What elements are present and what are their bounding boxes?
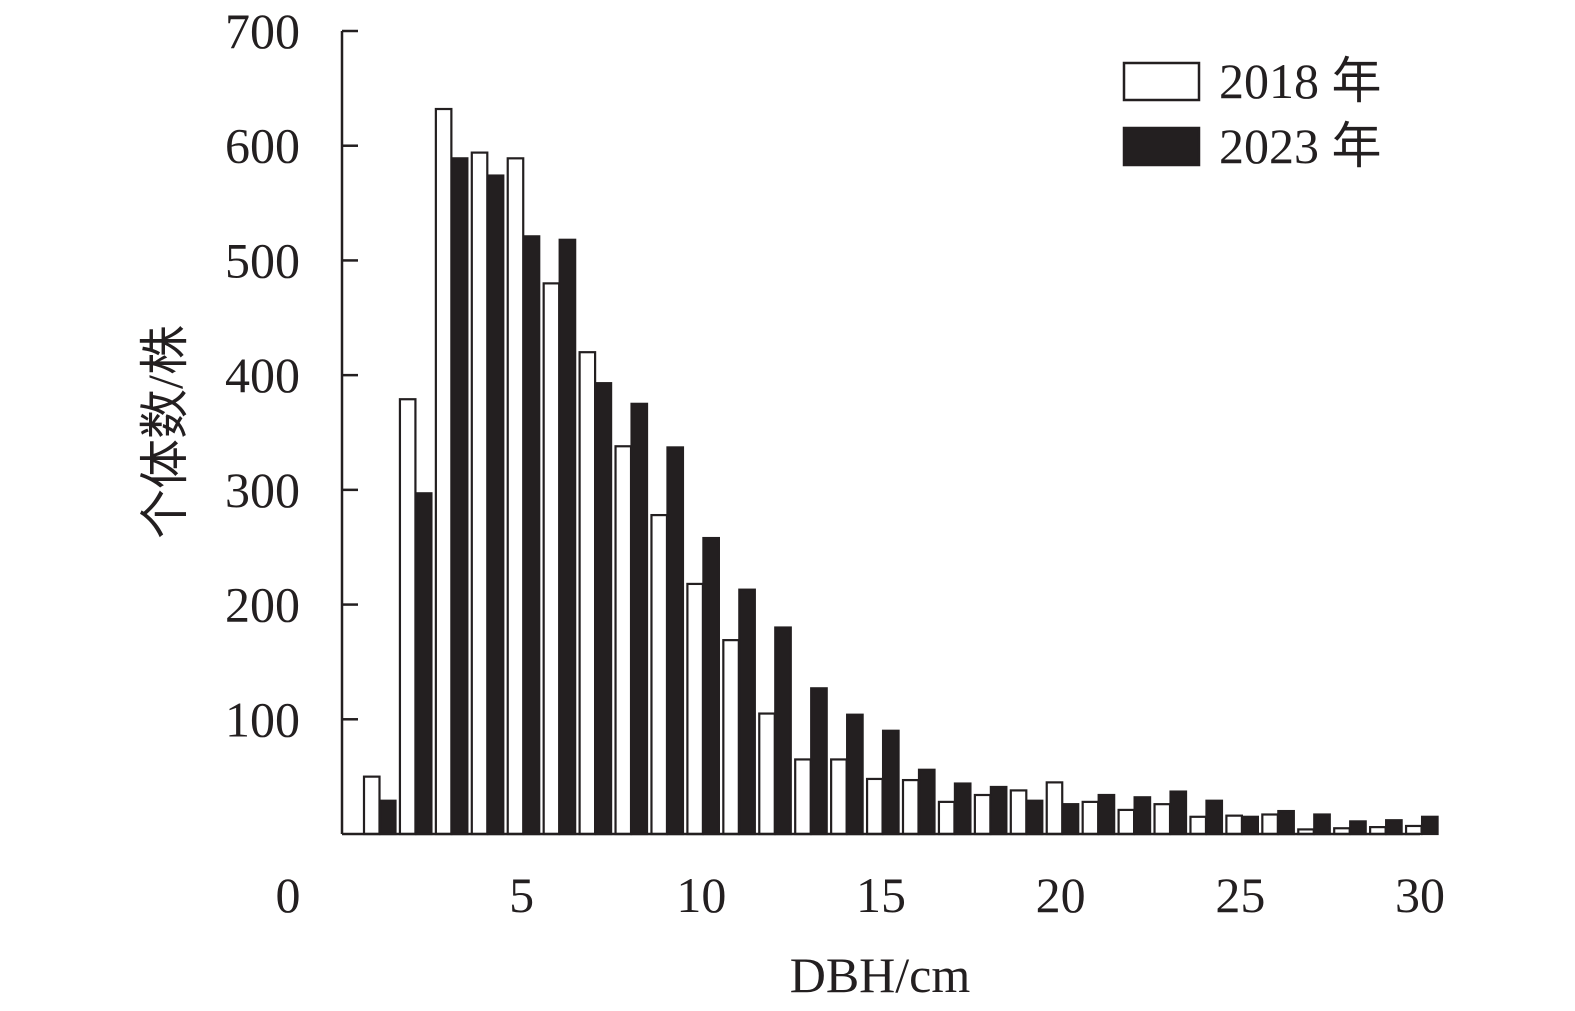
y-tick-label-300: 300 xyxy=(225,462,300,518)
bar-2018-dbh-8 xyxy=(614,445,633,836)
bar-2023-dbh-5 xyxy=(522,235,541,836)
bar-2023-dbh-12 xyxy=(774,626,792,836)
axes-layer xyxy=(340,31,1420,836)
bar-2018-dbh-19 xyxy=(1009,789,1028,836)
x-tick-label-0: 0 xyxy=(276,867,301,923)
bar-2023-dbh-27 xyxy=(1313,813,1331,836)
bar-2018-dbh-21 xyxy=(1081,800,1100,836)
bar-2018-dbh-4 xyxy=(470,151,489,836)
bar-2018-dbh-15 xyxy=(865,777,884,836)
x-tick-label-5: 5 xyxy=(509,867,534,923)
y-tick-label-400: 400 xyxy=(225,347,300,403)
bar-2018-dbh-26 xyxy=(1261,813,1279,836)
bar-2023-dbh-1 xyxy=(378,799,397,836)
y-tick-label-500: 500 xyxy=(225,232,300,288)
bar-2023-dbh-3 xyxy=(450,157,469,836)
bar-2023-dbh-18 xyxy=(989,785,1008,836)
legend-swatch-2023 xyxy=(1122,126,1201,167)
bar-2018-dbh-18 xyxy=(973,793,992,836)
bar-2023-dbh-4 xyxy=(486,174,505,836)
bar-2018-dbh-1 xyxy=(362,775,381,836)
bar-2023-dbh-10 xyxy=(702,536,721,836)
bar-2018-dbh-23 xyxy=(1153,803,1172,836)
bar-2023-dbh-22 xyxy=(1133,796,1152,836)
bar-2018-dbh-9 xyxy=(650,513,669,836)
bar-2023-dbh-6 xyxy=(558,238,577,836)
x-tick-label-30: 30 xyxy=(1395,867,1445,923)
bar-2023-dbh-14 xyxy=(846,713,864,836)
y-tick-label-100: 100 xyxy=(225,691,300,747)
x-axis-label: DBH/cm xyxy=(790,947,971,1003)
bar-2018-dbh-24 xyxy=(1189,815,1208,836)
bar-2018-dbh-11 xyxy=(722,639,740,836)
bar-2023-dbh-24 xyxy=(1205,799,1224,836)
legend-swatch-2018 xyxy=(1122,61,1201,102)
bar-2018-dbh-10 xyxy=(686,582,705,836)
bar-2023-dbh-26 xyxy=(1277,809,1295,836)
bar-2018-dbh-5 xyxy=(506,157,525,836)
bar-2023-dbh-2 xyxy=(414,492,433,836)
bar-2018-dbh-22 xyxy=(1117,808,1136,836)
bars-layer xyxy=(362,107,1439,836)
y-axis-label: 个体数/株 xyxy=(137,325,193,539)
bar-2018-dbh-20 xyxy=(1045,781,1064,836)
bar-2023-dbh-25 xyxy=(1241,815,1260,836)
bar-2023-dbh-29 xyxy=(1385,819,1403,836)
bar-2023-dbh-11 xyxy=(738,588,756,836)
bar-2018-dbh-17 xyxy=(937,800,956,836)
y-tick-label-200: 200 xyxy=(225,577,300,633)
bar-2018-dbh-12 xyxy=(758,712,776,836)
x-tick-label-25: 25 xyxy=(1215,867,1265,923)
x-tick-label-10: 10 xyxy=(676,867,726,923)
bar-2018-dbh-6 xyxy=(542,282,561,836)
bar-2023-dbh-13 xyxy=(810,687,828,836)
bar-2023-dbh-15 xyxy=(881,729,900,836)
bar-2023-dbh-17 xyxy=(953,782,972,836)
bar-2023-dbh-21 xyxy=(1097,793,1116,836)
bar-2018-dbh-3 xyxy=(434,107,453,836)
bar-2023-dbh-19 xyxy=(1025,799,1044,836)
bar-2023-dbh-7 xyxy=(594,382,613,836)
bar-2018-dbh-25 xyxy=(1225,814,1244,836)
bar-2023-dbh-16 xyxy=(917,768,936,836)
ticks-layer: 100 200 300 400 500 600 700 0 5 10 15 20 25 30 xyxy=(225,3,1445,923)
bar-2023-dbh-23 xyxy=(1169,790,1188,836)
bar-2018-dbh-2 xyxy=(398,398,417,836)
legend: 2018 年 2023 年 xyxy=(1122,53,1382,174)
x-tick-label-20: 20 xyxy=(1036,867,1086,923)
y-tick-label-600: 600 xyxy=(225,118,300,174)
bar-2023-dbh-8 xyxy=(630,402,649,836)
legend-label-2018: 2018 年 xyxy=(1219,53,1382,109)
bar-2023-dbh-30 xyxy=(1420,815,1439,836)
bar-2023-dbh-28 xyxy=(1349,820,1367,836)
legend-label-2023: 2023 年 xyxy=(1219,118,1382,174)
bar-2018-dbh-7 xyxy=(578,351,597,836)
bar-2018-dbh-14 xyxy=(830,758,848,836)
y-tick-label-700: 700 xyxy=(225,3,300,59)
bar-2018-dbh-13 xyxy=(794,758,812,836)
bar-2023-dbh-20 xyxy=(1061,803,1080,836)
bar-2023-dbh-9 xyxy=(666,446,685,836)
x-tick-label-15: 15 xyxy=(856,867,906,923)
bar-2018-dbh-16 xyxy=(901,778,920,836)
